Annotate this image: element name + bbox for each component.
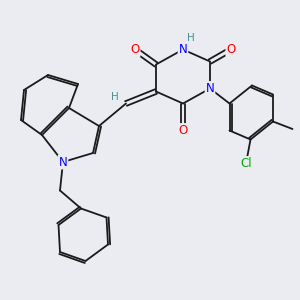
- Text: H: H: [111, 92, 119, 103]
- Text: Cl: Cl: [240, 157, 252, 170]
- Text: H: H: [187, 33, 194, 43]
- Text: O: O: [226, 43, 236, 56]
- Text: O: O: [130, 43, 140, 56]
- Text: N: N: [206, 82, 214, 95]
- Text: O: O: [178, 124, 188, 137]
- Text: N: N: [58, 155, 68, 169]
- Text: N: N: [178, 43, 188, 56]
